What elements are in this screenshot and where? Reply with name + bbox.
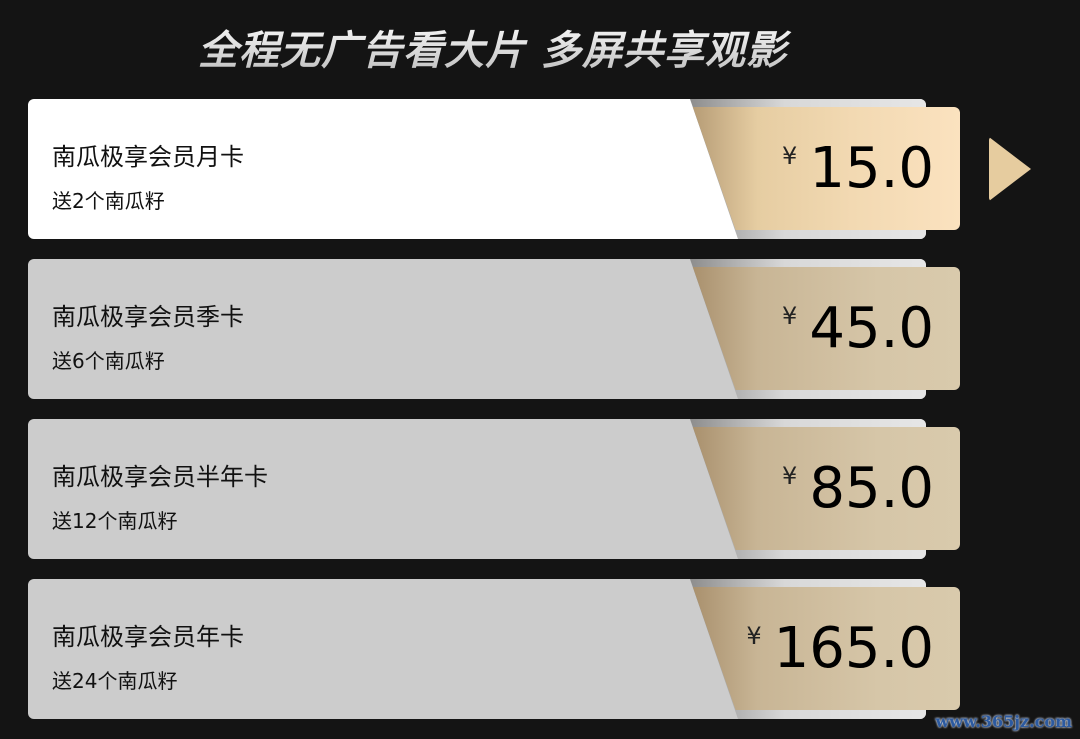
- plan-name: 南瓜极享会员月卡: [52, 143, 244, 171]
- plan-card[interactable]: 南瓜极享会员月卡 送2个南瓜籽 ¥15.0: [28, 99, 960, 239]
- plan-price: ¥85.0: [782, 457, 934, 521]
- price-tab: [690, 587, 960, 710]
- plan-gift: 送2个南瓜籽: [52, 189, 165, 213]
- page-title: 全程无广告看大片 多屏共享观影: [0, 18, 985, 76]
- triangle-right-icon: [989, 137, 1031, 201]
- price-tab: [690, 427, 960, 550]
- plan-card[interactable]: 南瓜极享会员年卡 送24个南瓜籽 ¥165.0: [28, 579, 960, 719]
- plan-price: ¥165.0: [746, 617, 934, 681]
- watermark: www.365jz.com: [935, 712, 1072, 731]
- price-value: 85.0: [809, 456, 934, 521]
- price-value: 45.0: [809, 296, 934, 361]
- plan-price: ¥45.0: [782, 297, 934, 361]
- price-tab: [690, 267, 960, 390]
- plan-name: 南瓜极享会员季卡: [52, 303, 244, 331]
- currency-symbol: ¥: [746, 622, 762, 650]
- price-value: 15.0: [809, 136, 934, 201]
- currency-symbol: ¥: [782, 142, 798, 170]
- plan-gift: 送24个南瓜籽: [52, 669, 178, 693]
- currency-symbol: ¥: [782, 302, 798, 330]
- plan-card[interactable]: 南瓜极享会员季卡 送6个南瓜籽 ¥45.0: [28, 259, 960, 399]
- currency-symbol: ¥: [782, 462, 798, 490]
- plan-gift: 送6个南瓜籽: [52, 349, 165, 373]
- plan-card[interactable]: 南瓜极享会员半年卡 送12个南瓜籽 ¥85.0: [28, 419, 960, 559]
- price-value: 165.0: [773, 616, 934, 681]
- plan-name: 南瓜极享会员年卡: [52, 623, 244, 651]
- plan-gift: 送12个南瓜籽: [52, 509, 178, 533]
- plan-name: 南瓜极享会员半年卡: [52, 463, 268, 491]
- plan-price: ¥15.0: [782, 137, 934, 201]
- price-tab: [690, 107, 960, 230]
